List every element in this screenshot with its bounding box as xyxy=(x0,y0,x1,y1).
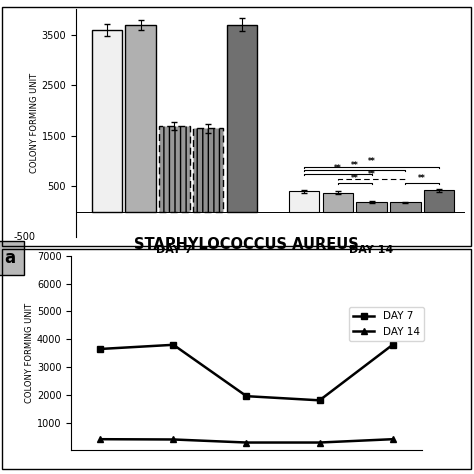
Text: **: ** xyxy=(351,174,358,183)
DAY 14 xyxy=(171,437,176,442)
Line: DAY 14: DAY 14 xyxy=(97,436,396,446)
Line: DAY 7: DAY 7 xyxy=(97,341,396,404)
Text: a: a xyxy=(5,249,16,267)
Y-axis label: COLONY FORMING UNIT: COLONY FORMING UNIT xyxy=(29,73,38,173)
Text: **: ** xyxy=(351,161,358,170)
Text: **: ** xyxy=(368,170,375,179)
Bar xyxy=(356,202,387,212)
DAY 14 xyxy=(390,437,395,442)
Title: STAPHYLOCOCCUS AUREUS: STAPHYLOCOCCUS AUREUS xyxy=(134,237,359,252)
DAY 7 xyxy=(244,393,249,399)
Bar xyxy=(193,128,223,212)
DAY 14 xyxy=(317,440,322,446)
Text: **: ** xyxy=(419,173,426,182)
Bar xyxy=(227,25,257,212)
DAY 7 xyxy=(171,342,176,347)
DAY 7 xyxy=(390,342,395,347)
Bar xyxy=(424,191,455,212)
Bar xyxy=(390,202,420,212)
DAY 14 xyxy=(98,437,103,442)
Bar xyxy=(91,30,122,212)
Bar xyxy=(323,192,353,212)
Text: **: ** xyxy=(334,164,342,173)
Y-axis label: COLONY FORMING UNIT: COLONY FORMING UNIT xyxy=(25,303,34,403)
Bar xyxy=(126,25,156,212)
DAY 7 xyxy=(317,398,322,403)
Legend: CONTROL, CARRIER, LASER, LASER+CUR., CUR.: CONTROL, CARRIER, LASER, LASER+CUR., CUR… xyxy=(154,263,387,274)
DAY 7 xyxy=(98,346,103,352)
Bar xyxy=(159,126,190,212)
Text: -500: -500 xyxy=(13,232,35,242)
DAY 14 xyxy=(244,440,249,446)
Legend: DAY 7, DAY 14: DAY 7, DAY 14 xyxy=(349,307,424,341)
Bar xyxy=(289,191,319,212)
Text: **: ** xyxy=(368,157,375,166)
